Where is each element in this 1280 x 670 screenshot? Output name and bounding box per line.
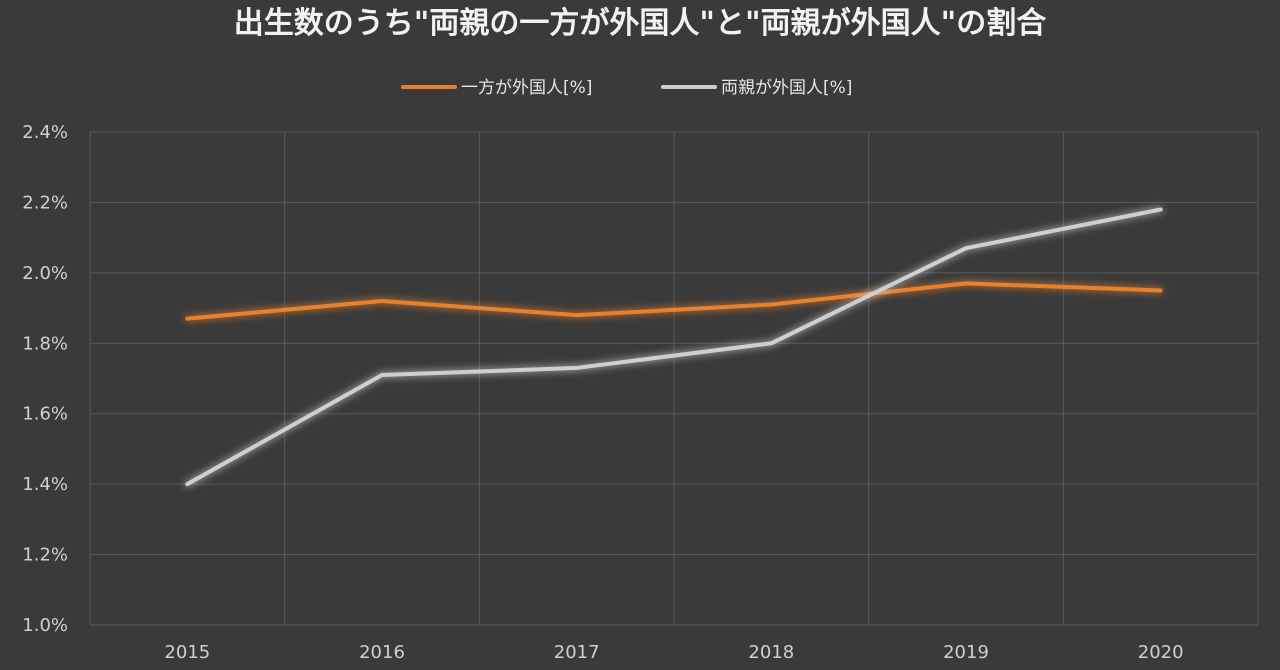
gridlines [89,131,1259,626]
x-tick-label: 2020 [1138,642,1184,663]
y-tick-label: 2.4% [22,122,68,143]
series-line-1 [185,281,1163,321]
x-tick-label: 2016 [359,642,405,663]
legend: 一方が外国人[%] 両親が外国人[%] [401,78,852,98]
x-axis: 2015 2016 2017 2018 2019 2020 [164,642,1183,663]
x-tick-label: 2018 [748,642,794,663]
x-tick-label: 2019 [943,642,989,663]
legend-label-1: 一方が外国人[%] [461,78,592,98]
y-axis: 1.0% 1.2% 1.4% 1.6% 1.8% 2.0% 2.2% 2.4% [22,122,68,636]
y-tick-label: 2.0% [22,263,68,284]
series-lines [185,207,1163,487]
y-tick-label: 1.2% [22,545,68,566]
x-tick-label: 2015 [164,642,210,663]
y-tick-label: 1.0% [22,615,68,636]
y-tick-label: 1.4% [22,474,68,495]
y-tick-label: 2.2% [22,192,68,213]
y-tick-label: 1.6% [22,404,68,425]
legend-label-2: 両親が外国人[%] [721,78,852,98]
chart-title: 出生数のうち"両親の一方が外国人"と"両親が外国人"の割合 [234,6,1047,41]
y-tick-label: 1.8% [22,333,68,354]
series-line-2 [185,207,1163,487]
x-tick-label: 2017 [554,642,600,663]
